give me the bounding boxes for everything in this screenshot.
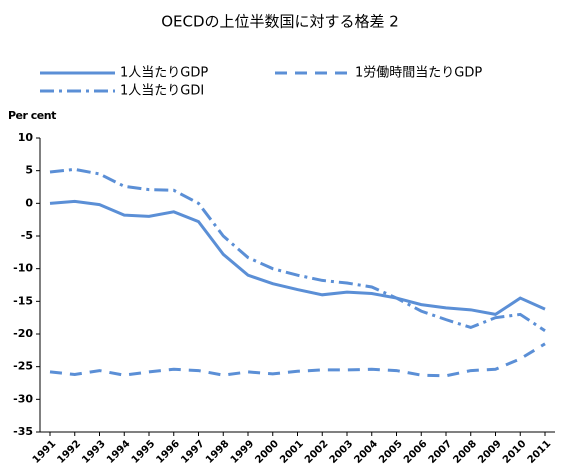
x-tick-label: 1996 [155, 438, 182, 465]
x-tick-label: 2000 [254, 438, 281, 465]
y-tick-label: 0 [25, 196, 33, 209]
line-series [49, 342, 546, 378]
y-tick-label: -30 [13, 392, 33, 405]
legend-label: 1労働時間当たりGDP [355, 66, 482, 81]
x-tick-label: 1993 [80, 438, 107, 465]
x-tick-label: 2002 [303, 438, 330, 465]
x-tick-label: 2003 [328, 438, 355, 465]
y-tick-label: -10 [13, 262, 33, 275]
line-series [49, 167, 546, 332]
x-tick-label: 2010 [501, 438, 528, 465]
x-tick-label: 2007 [427, 438, 454, 465]
legend-label: 1人当たりGDP [120, 66, 208, 81]
x-tick-label: 2008 [452, 438, 479, 465]
x-tick-label: 1998 [204, 438, 231, 465]
y-tick-label: 5 [25, 164, 33, 177]
x-tick-label: 2005 [377, 438, 404, 465]
x-tick-label: 1991 [31, 438, 58, 465]
x-tick-label: 2011 [526, 438, 553, 465]
y-tick-label: -25 [13, 360, 33, 373]
x-tick-label: 1994 [105, 438, 132, 465]
x-tick-label: 2004 [353, 438, 380, 465]
chart-title: OECDの上位半数国に対する格差 2 [161, 13, 399, 31]
x-tick-label: 1992 [56, 438, 83, 465]
y-axis-label: Per cent [8, 109, 56, 122]
y-tick-label: -15 [13, 294, 33, 307]
line-series [49, 199, 546, 316]
y-tick-label: -20 [13, 327, 33, 340]
x-tick-label: 2009 [476, 438, 503, 465]
legend-label: 1人当たりGDI [120, 84, 204, 99]
x-tick-label: 2001 [278, 438, 305, 465]
y-tick-label: -35 [13, 425, 33, 438]
y-tick-label: 10 [18, 131, 34, 144]
x-tick-label: 1995 [130, 438, 157, 465]
x-tick-label: 1999 [229, 438, 256, 465]
x-tick-label: 1997 [179, 438, 206, 465]
y-tick-label: -5 [21, 229, 33, 242]
x-tick-label: 2006 [402, 438, 429, 465]
